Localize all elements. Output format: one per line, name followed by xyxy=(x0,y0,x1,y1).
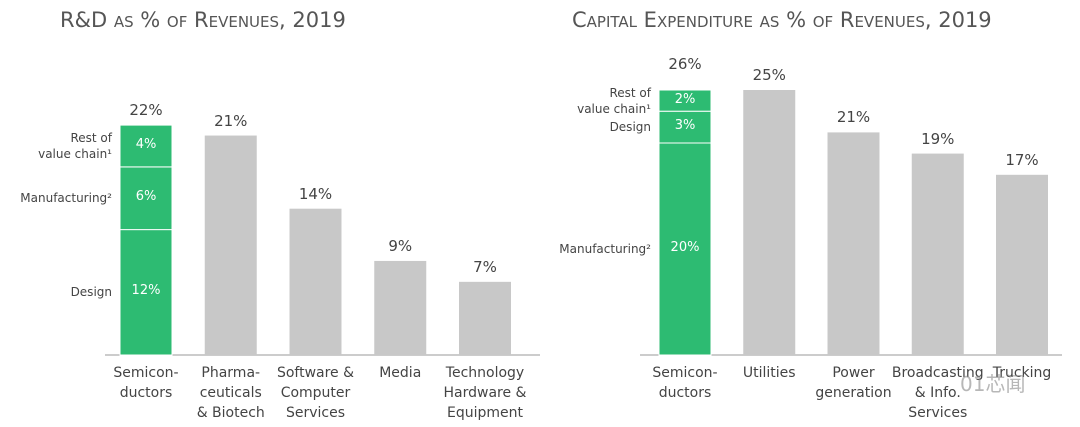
x-tick-label: Media xyxy=(379,365,422,381)
x-tick-label: Power generation xyxy=(815,365,892,401)
value-label: 26% xyxy=(668,55,702,74)
bar-segment xyxy=(658,110,712,144)
segment-name: Manufacturing² xyxy=(20,191,112,206)
value-label: 19% xyxy=(921,129,955,148)
segment-label: 20% xyxy=(670,240,700,255)
value-label: 14% xyxy=(298,184,333,203)
segment-name: Rest of value chain¹ xyxy=(577,85,651,116)
bar xyxy=(743,90,796,355)
value-label: 21% xyxy=(836,108,871,127)
value-label: 17% xyxy=(1005,150,1039,169)
bar-segment xyxy=(658,142,712,356)
x-tick-label: Software & Computer Services xyxy=(276,365,355,421)
segment-label: 2% xyxy=(674,91,696,107)
bar xyxy=(289,208,342,355)
bar xyxy=(459,281,511,355)
value-label: 21% xyxy=(214,111,248,130)
bar-segment xyxy=(119,229,173,356)
bar-segment xyxy=(119,124,173,168)
value-label: 9% xyxy=(388,236,413,255)
segment-label: 6% xyxy=(135,189,157,205)
value-label: 25% xyxy=(752,66,786,84)
x-tick-label: Technology Hardware & Equipment xyxy=(443,365,527,421)
segment-name: Manufacturing² xyxy=(559,242,651,256)
value-label: 22% xyxy=(129,101,163,120)
segment-name: Design xyxy=(70,285,112,300)
watermark: 01芯闻 xyxy=(960,372,1026,396)
bar xyxy=(911,153,964,355)
bar xyxy=(204,135,257,355)
x-tick-label: Pharma- ceuticals & Biotech xyxy=(196,365,265,421)
x-tick-label: Trucking xyxy=(992,365,1052,381)
bar xyxy=(827,132,880,355)
chart-title: Capital Expenditure as % of Revenues, 20… xyxy=(572,8,992,32)
x-tick-label: Broadcasting & Info. Services xyxy=(891,365,984,421)
x-tick-label: Semicon- ductors xyxy=(652,365,718,401)
bar-segment xyxy=(658,89,712,112)
segment-label: 4% xyxy=(135,137,157,152)
segment-name: Rest of value chain¹ xyxy=(38,131,112,161)
segment-label: 3% xyxy=(674,118,696,134)
bar xyxy=(996,174,1048,355)
segment-label: 12% xyxy=(131,283,161,299)
segment-name: Design xyxy=(609,120,651,135)
x-tick-label: Utilities xyxy=(742,365,796,381)
bar-segment xyxy=(119,166,173,231)
bar xyxy=(374,260,427,355)
chart-title: R&D as % of Revenues, 2019 xyxy=(60,8,346,32)
x-tick-label: Semicon- ductors xyxy=(113,365,179,401)
value-label: 7% xyxy=(473,257,497,276)
